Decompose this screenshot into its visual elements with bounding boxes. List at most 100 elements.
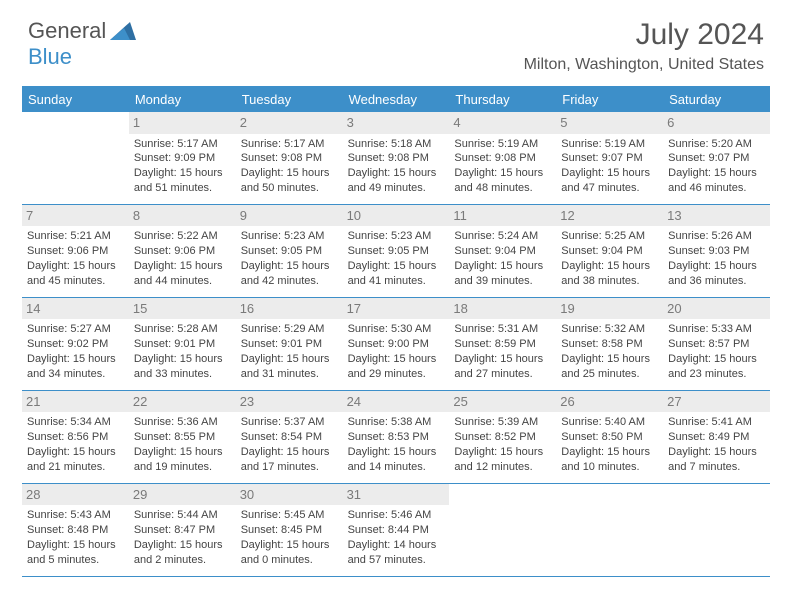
- daylight-line: Daylight: 14 hours and 57 minutes.: [348, 538, 445, 568]
- day-number: 28: [22, 484, 129, 506]
- day-number: 21: [22, 391, 129, 413]
- daylight-line: Daylight: 15 hours and 49 minutes.: [348, 166, 445, 196]
- sunset-line: Sunset: 9:09 PM: [134, 151, 231, 166]
- daylight-line: Daylight: 15 hours and 2 minutes.: [134, 538, 231, 568]
- day-number: 2: [236, 112, 343, 134]
- day-number: 29: [129, 484, 236, 506]
- sunset-line: Sunset: 8:53 PM: [348, 430, 445, 445]
- daylight-line: Daylight: 15 hours and 44 minutes.: [134, 259, 231, 289]
- day-number: 23: [236, 391, 343, 413]
- daylight-line: Daylight: 15 hours and 10 minutes.: [561, 445, 658, 475]
- day-number: 1: [129, 112, 236, 134]
- day-number: 25: [449, 391, 556, 413]
- day-cell: 30Sunrise: 5:45 AMSunset: 8:45 PMDayligh…: [236, 484, 343, 576]
- daylight-line: Daylight: 15 hours and 17 minutes.: [241, 445, 338, 475]
- sunset-line: Sunset: 8:48 PM: [27, 523, 124, 538]
- sunrise-line: Sunrise: 5:39 AM: [454, 415, 551, 430]
- daylight-line: Daylight: 15 hours and 39 minutes.: [454, 259, 551, 289]
- day-cell: 19Sunrise: 5:32 AMSunset: 8:58 PMDayligh…: [556, 298, 663, 390]
- logo-text-blue: Blue: [28, 44, 72, 69]
- day-number: 7: [22, 205, 129, 227]
- sunrise-line: Sunrise: 5:21 AM: [27, 229, 124, 244]
- daylight-line: Daylight: 15 hours and 36 minutes.: [668, 259, 765, 289]
- daylight-line: Daylight: 15 hours and 12 minutes.: [454, 445, 551, 475]
- day-number: 14: [22, 298, 129, 320]
- sunrise-line: Sunrise: 5:31 AM: [454, 322, 551, 337]
- day-cell: 4Sunrise: 5:19 AMSunset: 9:08 PMDaylight…: [449, 112, 556, 204]
- day-cell: 9Sunrise: 5:23 AMSunset: 9:05 PMDaylight…: [236, 205, 343, 297]
- sunrise-line: Sunrise: 5:27 AM: [27, 322, 124, 337]
- sunrise-line: Sunrise: 5:19 AM: [454, 137, 551, 152]
- day-cell: 5Sunrise: 5:19 AMSunset: 9:07 PMDaylight…: [556, 112, 663, 204]
- daylight-line: Daylight: 15 hours and 7 minutes.: [668, 445, 765, 475]
- day-header: Thursday: [449, 88, 556, 112]
- sunrise-line: Sunrise: 5:43 AM: [27, 508, 124, 523]
- daylight-line: Daylight: 15 hours and 51 minutes.: [134, 166, 231, 196]
- day-cell: 23Sunrise: 5:37 AMSunset: 8:54 PMDayligh…: [236, 391, 343, 483]
- sunrise-line: Sunrise: 5:19 AM: [561, 137, 658, 152]
- day-cell: 3Sunrise: 5:18 AMSunset: 9:08 PMDaylight…: [343, 112, 450, 204]
- sunrise-line: Sunrise: 5:22 AM: [134, 229, 231, 244]
- daylight-line: Daylight: 15 hours and 31 minutes.: [241, 352, 338, 382]
- day-number: 9: [236, 205, 343, 227]
- day-number: 8: [129, 205, 236, 227]
- day-number: 24: [343, 391, 450, 413]
- day-cell: 20Sunrise: 5:33 AMSunset: 8:57 PMDayligh…: [663, 298, 770, 390]
- day-cell: 7 Sunrise: 5:21 AMSunset: 9:06 PMDaylight…: [22, 205, 129, 297]
- day-cell: 18Sunrise: 5:31 AMSunset: 8:59 PMDayligh…: [449, 298, 556, 390]
- sunset-line: Sunset: 9:06 PM: [27, 244, 124, 259]
- day-number: 30: [236, 484, 343, 506]
- daylight-line: Daylight: 15 hours and 38 minutes.: [561, 259, 658, 289]
- day-number: 11: [449, 205, 556, 227]
- day-header: Sunday: [22, 88, 129, 112]
- day-number: 22: [129, 391, 236, 413]
- day-cell: 25Sunrise: 5:39 AMSunset: 8:52 PMDayligh…: [449, 391, 556, 483]
- day-cell: 13Sunrise: 5:26 AMSunset: 9:03 PMDayligh…: [663, 205, 770, 297]
- sunset-line: Sunset: 8:47 PM: [134, 523, 231, 538]
- sunset-line: Sunset: 8:45 PM: [241, 523, 338, 538]
- daylight-line: Daylight: 15 hours and 41 minutes.: [348, 259, 445, 289]
- day-cell: 21Sunrise: 5:34 AMSunset: 8:56 PMDayligh…: [22, 391, 129, 483]
- sunrise-line: Sunrise: 5:26 AM: [668, 229, 765, 244]
- day-cell: 6 Sunrise: 5:20 AMSunset: 9:07 PMDaylight…: [663, 112, 770, 204]
- day-cell: 8 Sunrise: 5:22 AMSunset: 9:06 PMDaylight…: [129, 205, 236, 297]
- day-cell: 29 Sunrise: 5:44 AMSunset: 8:47 PMDayligh…: [129, 484, 236, 576]
- sunrise-line: Sunrise: 5:44 AM: [134, 508, 231, 523]
- week-row: 14Sunrise: 5:27 AMSunset: 9:02 PMDayligh…: [22, 298, 770, 391]
- weeks-container: 1Sunrise: 5:17 AMSunset: 9:09 PMDaylight…: [22, 112, 770, 577]
- sunset-line: Sunset: 9:08 PM: [454, 151, 551, 166]
- daylight-line: Daylight: 15 hours and 50 minutes.: [241, 166, 338, 196]
- sunset-line: Sunset: 8:49 PM: [668, 430, 765, 445]
- sunset-line: Sunset: 8:54 PM: [241, 430, 338, 445]
- daylight-line: Daylight: 15 hours and 45 minutes.: [27, 259, 124, 289]
- day-cell: 1Sunrise: 5:17 AMSunset: 9:09 PMDaylight…: [129, 112, 236, 204]
- day-number: 27: [663, 391, 770, 413]
- day-number: 5: [556, 112, 663, 134]
- week-row: 28Sunrise: 5:43 AMSunset: 8:48 PMDayligh…: [22, 484, 770, 577]
- daylight-line: Daylight: 15 hours and 21 minutes.: [27, 445, 124, 475]
- sunset-line: Sunset: 9:07 PM: [668, 151, 765, 166]
- sunset-line: Sunset: 8:57 PM: [668, 337, 765, 352]
- sunrise-line: Sunrise: 5:46 AM: [348, 508, 445, 523]
- day-number: 16: [236, 298, 343, 320]
- location-text: Milton, Washington, United States: [524, 56, 764, 74]
- sunrise-line: Sunrise: 5:25 AM: [561, 229, 658, 244]
- daylight-line: Daylight: 15 hours and 42 minutes.: [241, 259, 338, 289]
- daylight-line: Daylight: 15 hours and 29 minutes.: [348, 352, 445, 382]
- day-number: 20: [663, 298, 770, 320]
- sunrise-line: Sunrise: 5:45 AM: [241, 508, 338, 523]
- sunset-line: Sunset: 9:08 PM: [241, 151, 338, 166]
- sunrise-line: Sunrise: 5:20 AM: [668, 137, 765, 152]
- logo-text-general: General: [28, 18, 106, 44]
- daylight-line: Daylight: 15 hours and 5 minutes.: [27, 538, 124, 568]
- logo-triangle-icon: [110, 22, 136, 40]
- sunrise-line: Sunrise: 5:36 AM: [134, 415, 231, 430]
- day-cell: [22, 112, 129, 204]
- sunset-line: Sunset: 9:04 PM: [454, 244, 551, 259]
- daylight-line: Daylight: 15 hours and 14 minutes.: [348, 445, 445, 475]
- day-number: 6: [663, 112, 770, 134]
- daylight-line: Daylight: 15 hours and 46 minutes.: [668, 166, 765, 196]
- sunset-line: Sunset: 9:06 PM: [134, 244, 231, 259]
- logo: General: [28, 18, 138, 44]
- day-number: 15: [129, 298, 236, 320]
